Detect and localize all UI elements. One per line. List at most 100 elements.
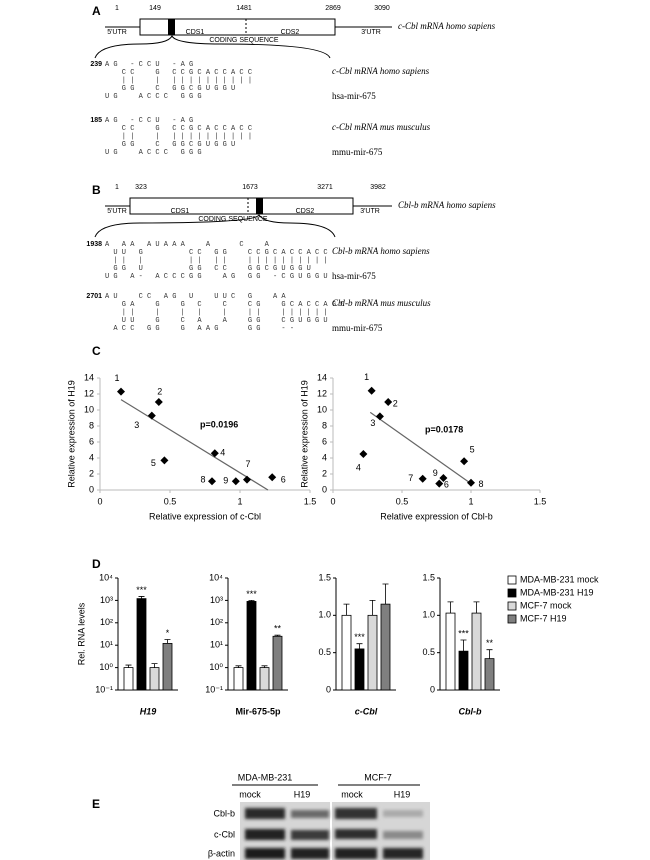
alignment-start: 239 xyxy=(90,61,102,68)
lane-label: mock xyxy=(341,789,363,799)
brace xyxy=(94,214,336,238)
bar xyxy=(341,614,352,691)
sequence-line: U G A C C C G G G xyxy=(105,93,202,101)
alignment-start: 2701 xyxy=(86,293,102,300)
x-tick-label: 1.5 xyxy=(534,496,547,506)
panel-label: A xyxy=(92,4,101,18)
y-tick-label: 10 xyxy=(317,404,327,414)
point-label: 8 xyxy=(478,479,483,489)
point xyxy=(117,387,125,396)
panel-label: D xyxy=(92,557,101,571)
target-site xyxy=(168,19,175,35)
mrna-label: c-Cbl mRNA homo sapiens xyxy=(398,21,496,31)
y-axis-title: Relative expression of H19 xyxy=(299,380,309,488)
point-label: 9 xyxy=(433,468,438,478)
significance: *** xyxy=(458,628,469,638)
category-label: Cbl-b xyxy=(459,706,482,716)
western-blot xyxy=(232,784,430,860)
band xyxy=(335,808,377,819)
bar xyxy=(484,658,495,691)
position-label: 1481 xyxy=(236,5,252,12)
y-tick-label: 10² xyxy=(100,617,113,627)
sequence-line: U U G C C G G C C G C A C C A C C xyxy=(105,249,328,257)
position-label: 1 xyxy=(115,5,119,12)
y-tick-label: 14 xyxy=(84,372,94,382)
position-label: 3982 xyxy=(370,184,386,191)
point xyxy=(208,477,216,486)
protein-label: β-actin xyxy=(208,848,235,858)
mirna-label: hsa-mir-675 xyxy=(332,271,376,281)
sequence-line: | | | | | | | | | | | | | | | | | xyxy=(105,257,328,265)
significance: *** xyxy=(354,632,365,642)
annotation: p=0.0196 xyxy=(200,419,238,429)
y-tick-label: 10⁴ xyxy=(209,572,223,582)
error-bar xyxy=(356,643,363,649)
bar xyxy=(380,603,391,691)
band xyxy=(245,848,285,859)
bar xyxy=(458,650,469,691)
point-label: 1 xyxy=(364,372,369,382)
bar xyxy=(259,667,270,691)
bands xyxy=(245,808,423,859)
legend-swatch xyxy=(507,601,517,611)
x-tick-label: 0 xyxy=(330,496,335,506)
legend-label: MCF-7 mock xyxy=(520,600,572,610)
y-tick-label: 4 xyxy=(89,452,94,462)
region-label: CDS2 xyxy=(281,29,300,36)
coding-label: CODING SEQUENCE xyxy=(198,216,268,223)
error-bar xyxy=(125,664,132,668)
position-label: 2869 xyxy=(325,5,341,12)
category-label: c-Cbl xyxy=(355,706,378,716)
point-label: 4 xyxy=(220,448,225,458)
point xyxy=(435,479,444,488)
error-bar xyxy=(447,601,454,614)
point-label: 8 xyxy=(200,475,205,485)
point-label: 6 xyxy=(444,479,449,489)
significance: * xyxy=(166,628,170,638)
error-bar xyxy=(369,600,376,616)
y-tick-label: 1.0 xyxy=(318,610,331,620)
error-bar xyxy=(138,596,145,599)
position-label: 3090 xyxy=(374,5,390,12)
point-label: 9 xyxy=(223,476,228,486)
y-tick-label: 0 xyxy=(326,684,331,694)
point xyxy=(375,412,384,421)
point xyxy=(439,474,448,482)
bar xyxy=(272,635,283,691)
position-label: 1673 xyxy=(242,184,258,191)
y-tick-label: 6 xyxy=(89,436,94,446)
x-axis-title: Relative expression of c-Cbl xyxy=(149,511,261,521)
error-bar xyxy=(473,601,480,614)
y-tick-label: 10⁻¹ xyxy=(95,684,113,694)
target-label: Cbl-b mRNA homo sapiens xyxy=(332,246,430,256)
category-label: Mir-675-5p xyxy=(235,706,281,716)
x-axis-title: Relative expression of Cbl-b xyxy=(380,511,493,521)
sequence-line: | | | | | | | | | | | | | xyxy=(105,77,252,85)
region-label: CDS1 xyxy=(186,29,205,36)
point-label: 3 xyxy=(134,420,139,430)
point xyxy=(231,477,240,486)
point-label: 1 xyxy=(114,373,119,383)
significance: ** xyxy=(274,624,282,634)
y-tick-label: 0.5 xyxy=(422,647,435,657)
category-label: H19 xyxy=(140,706,157,716)
legend-label: MCF-7 H19 xyxy=(520,613,567,623)
target-label: Cbl-b mRNA mus musculus xyxy=(332,298,431,308)
cell-line-label: MCF-7 xyxy=(364,772,392,782)
point-label: 3 xyxy=(370,418,375,428)
sequence-line: U G A - A C C C G G A G G G - C G U G G … xyxy=(105,273,328,281)
coding-label: CODING SEQUENCE xyxy=(209,37,279,44)
point-label: 5 xyxy=(470,445,475,455)
sequence-line: | | | | | | | | | | | | | | xyxy=(105,309,328,317)
band xyxy=(383,848,423,859)
y-tick-label: 10 xyxy=(84,404,94,414)
lane-label: mock xyxy=(239,789,261,799)
band xyxy=(291,810,329,818)
band xyxy=(245,829,285,840)
point-label: 5 xyxy=(151,458,156,468)
y-tick-label: 0.5 xyxy=(318,647,331,657)
point xyxy=(359,450,368,458)
alignment-start: 1938 xyxy=(86,241,102,248)
band xyxy=(291,848,329,859)
